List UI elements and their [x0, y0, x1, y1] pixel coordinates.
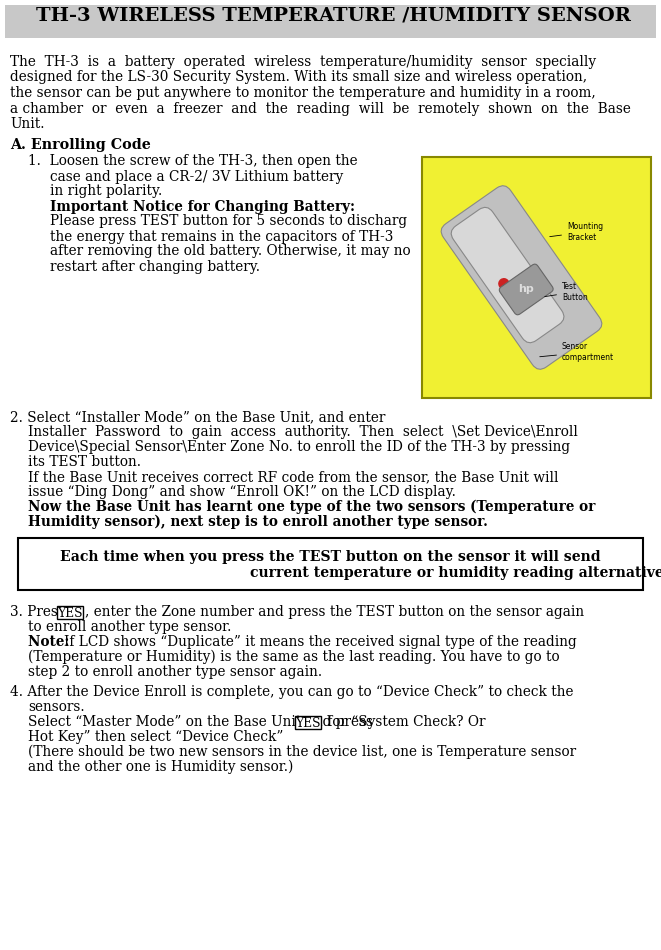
Text: YES: YES [295, 717, 321, 730]
Text: Select “Master Mode” on the Base Unit and press: Select “Master Mode” on the Base Unit an… [28, 715, 377, 729]
Text: A. Enrolling Code: A. Enrolling Code [10, 138, 151, 151]
Circle shape [499, 278, 509, 289]
Text: (There should be two new sensors in the device list, one is Temperature sensor: (There should be two new sensors in the … [28, 745, 576, 759]
Bar [5, 5, 656, 38]
Text: The  TH-3  is  a  battery  operated  wireless  temperature/humidity  sensor  spe: The TH-3 is a battery operated wireless … [10, 55, 596, 69]
Text: Please press TEST button for 5 seconds to discharg: Please press TEST button for 5 seconds t… [50, 215, 407, 229]
Text: 4. After the Device Enroll is complete, you can go to “Device Check” to check th: 4. After the Device Enroll is complete, … [10, 685, 574, 699]
Text: Device\Special Sensor\Enter Zone No. to enroll the ID of the TH-3 by pressing: Device\Special Sensor\Enter Zone No. to … [28, 440, 570, 454]
Text: step 2 to enroll another type sensor again.: step 2 to enroll another type sensor aga… [28, 665, 322, 679]
Text: for “System Check? Or: for “System Check? Or [323, 715, 485, 729]
Text: issue “Ding Dong” and show “Enroll OK!” on the LCD display.: issue “Ding Dong” and show “Enroll OK!” … [28, 485, 456, 499]
Text: current temperature or humidity reading alternatively.: current temperature or humidity reading … [250, 566, 661, 580]
Bar [295, 716, 321, 729]
Bar [422, 157, 651, 398]
Text: Each time when you press the TEST button on the sensor it will send: Each time when you press the TEST button… [59, 550, 600, 564]
Text: Important Notice for Changing Battery:: Important Notice for Changing Battery: [50, 200, 355, 214]
Bar [18, 538, 643, 590]
Text: Note:: Note: [28, 635, 74, 649]
Text: If LCD shows “Duplicate” it means the received signal type of the reading: If LCD shows “Duplicate” it means the re… [64, 635, 577, 649]
Text: 3. Press: 3. Press [10, 605, 69, 619]
Text: , enter the Zone number and press the TEST button on the sensor again: , enter the Zone number and press the TE… [85, 605, 584, 619]
Bar [57, 606, 83, 619]
Text: case and place a CR-2/ 3V Lithium battery: case and place a CR-2/ 3V Lithium batter… [50, 169, 343, 183]
Text: its TEST button.: its TEST button. [28, 455, 141, 469]
Text: If the Base Unit receives correct RF code from the sensor, the Base Unit will: If the Base Unit receives correct RF cod… [28, 470, 559, 484]
Text: sensors.: sensors. [28, 700, 85, 714]
Text: the energy that remains in the capacitors of TH-3: the energy that remains in the capacitor… [50, 230, 393, 243]
Text: Test
Button: Test Button [545, 282, 588, 302]
Text: restart after changing battery.: restart after changing battery. [50, 259, 260, 274]
Text: designed for the LS-30 Security System. With its small size and wireless operati: designed for the LS-30 Security System. … [10, 70, 587, 85]
FancyBboxPatch shape [451, 207, 564, 343]
Text: Unit.: Unit. [10, 117, 44, 131]
FancyBboxPatch shape [499, 264, 553, 314]
Text: Humidity sensor), next step is to enroll another type sensor.: Humidity sensor), next step is to enroll… [28, 515, 488, 529]
FancyBboxPatch shape [441, 185, 602, 370]
Text: Mounting
Bracket: Mounting Bracket [550, 222, 603, 241]
Text: Installer  Password  to  gain  access  authority.  Then  select  \Set Device\Enr: Installer Password to gain access author… [28, 425, 578, 439]
Text: (Temperature or Humidity) is the same as the last reading. You have to go to: (Temperature or Humidity) is the same as… [28, 650, 560, 664]
Text: to enroll another type sensor.: to enroll another type sensor. [28, 620, 231, 634]
Text: a chamber  or  even  a  freezer  and  the  reading  will  be  remotely  shown  o: a chamber or even a freezer and the read… [10, 102, 631, 116]
Text: the sensor can be put anywhere to monitor the temperature and humidity in a room: the sensor can be put anywhere to monito… [10, 86, 596, 100]
Text: hp: hp [518, 284, 534, 294]
Text: 2. Select “Installer Mode” on the Base Unit, and enter: 2. Select “Installer Mode” on the Base U… [10, 410, 385, 424]
Text: YES: YES [58, 607, 83, 620]
Text: in right polarity.: in right polarity. [50, 184, 162, 199]
Text: 1.  Loosen the screw of the TH-3, then open the: 1. Loosen the screw of the TH-3, then op… [28, 155, 358, 168]
Text: Now the Base Unit has learnt one type of the two sensors (Temperature or: Now the Base Unit has learnt one type of… [28, 500, 596, 514]
Text: TH-3 WIRELESS TEMPERATURE /HUMIDITY SENSOR: TH-3 WIRELESS TEMPERATURE /HUMIDITY SENS… [36, 7, 631, 25]
Text: Sensor
compartment: Sensor compartment [540, 342, 614, 362]
Text: after removing the old battery. Otherwise, it may no: after removing the old battery. Otherwis… [50, 244, 410, 258]
Text: Hot Key” then select “Device Check”: Hot Key” then select “Device Check” [28, 730, 284, 744]
Text: and the other one is Humidity sensor.): and the other one is Humidity sensor.) [28, 760, 293, 774]
